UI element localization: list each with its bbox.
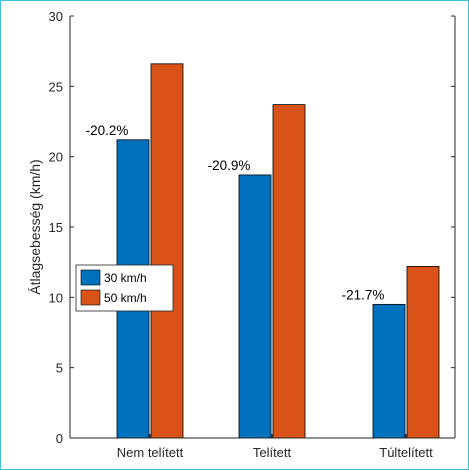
bar-50-kmh-0 — [150, 63, 184, 439]
y-tick-label: 10 — [49, 290, 63, 305]
y-tick-label: 5 — [56, 361, 63, 376]
y-tick-label: 15 — [49, 220, 63, 235]
data-label: -20.9% — [208, 158, 251, 173]
y-tick-label: 20 — [49, 150, 63, 165]
bar-50-kmh-2 — [406, 265, 440, 439]
data-label: -20.2% — [86, 123, 129, 138]
bar-50-kmh-1 — [272, 104, 306, 439]
y-tick-label: 30 — [49, 9, 63, 24]
data-labels: -20.2% -20.9% -21.7% — [86, 123, 385, 303]
x-tick-label: Nem telített — [117, 445, 184, 460]
y-tick-label: 0 — [56, 431, 63, 446]
y-axis-ticks: 0 5 10 15 20 25 30 — [49, 9, 455, 446]
x-axis-ticks: Nem telített Telített Túltelített — [117, 434, 433, 460]
bars — [116, 63, 440, 439]
legend: 30 km/h 50 km/h — [75, 264, 174, 312]
data-label: -21.7% — [342, 287, 385, 302]
bar-30-kmh-1 — [238, 174, 272, 439]
y-tick-label: 25 — [49, 79, 63, 94]
legend-label-30-kmh: 30 km/h — [104, 271, 147, 285]
legend-label-50-kmh: 50 km/h — [104, 291, 147, 305]
legend-swatch-30-kmh — [80, 269, 101, 286]
x-tick-label: Túltelített — [379, 445, 433, 460]
legend-swatch-50-kmh — [80, 289, 101, 306]
bar-30-kmh-2 — [372, 303, 406, 439]
x-tick-label: Telített — [253, 445, 292, 460]
y-axis-title: Átlagsebesség (km/h) — [27, 159, 43, 294]
